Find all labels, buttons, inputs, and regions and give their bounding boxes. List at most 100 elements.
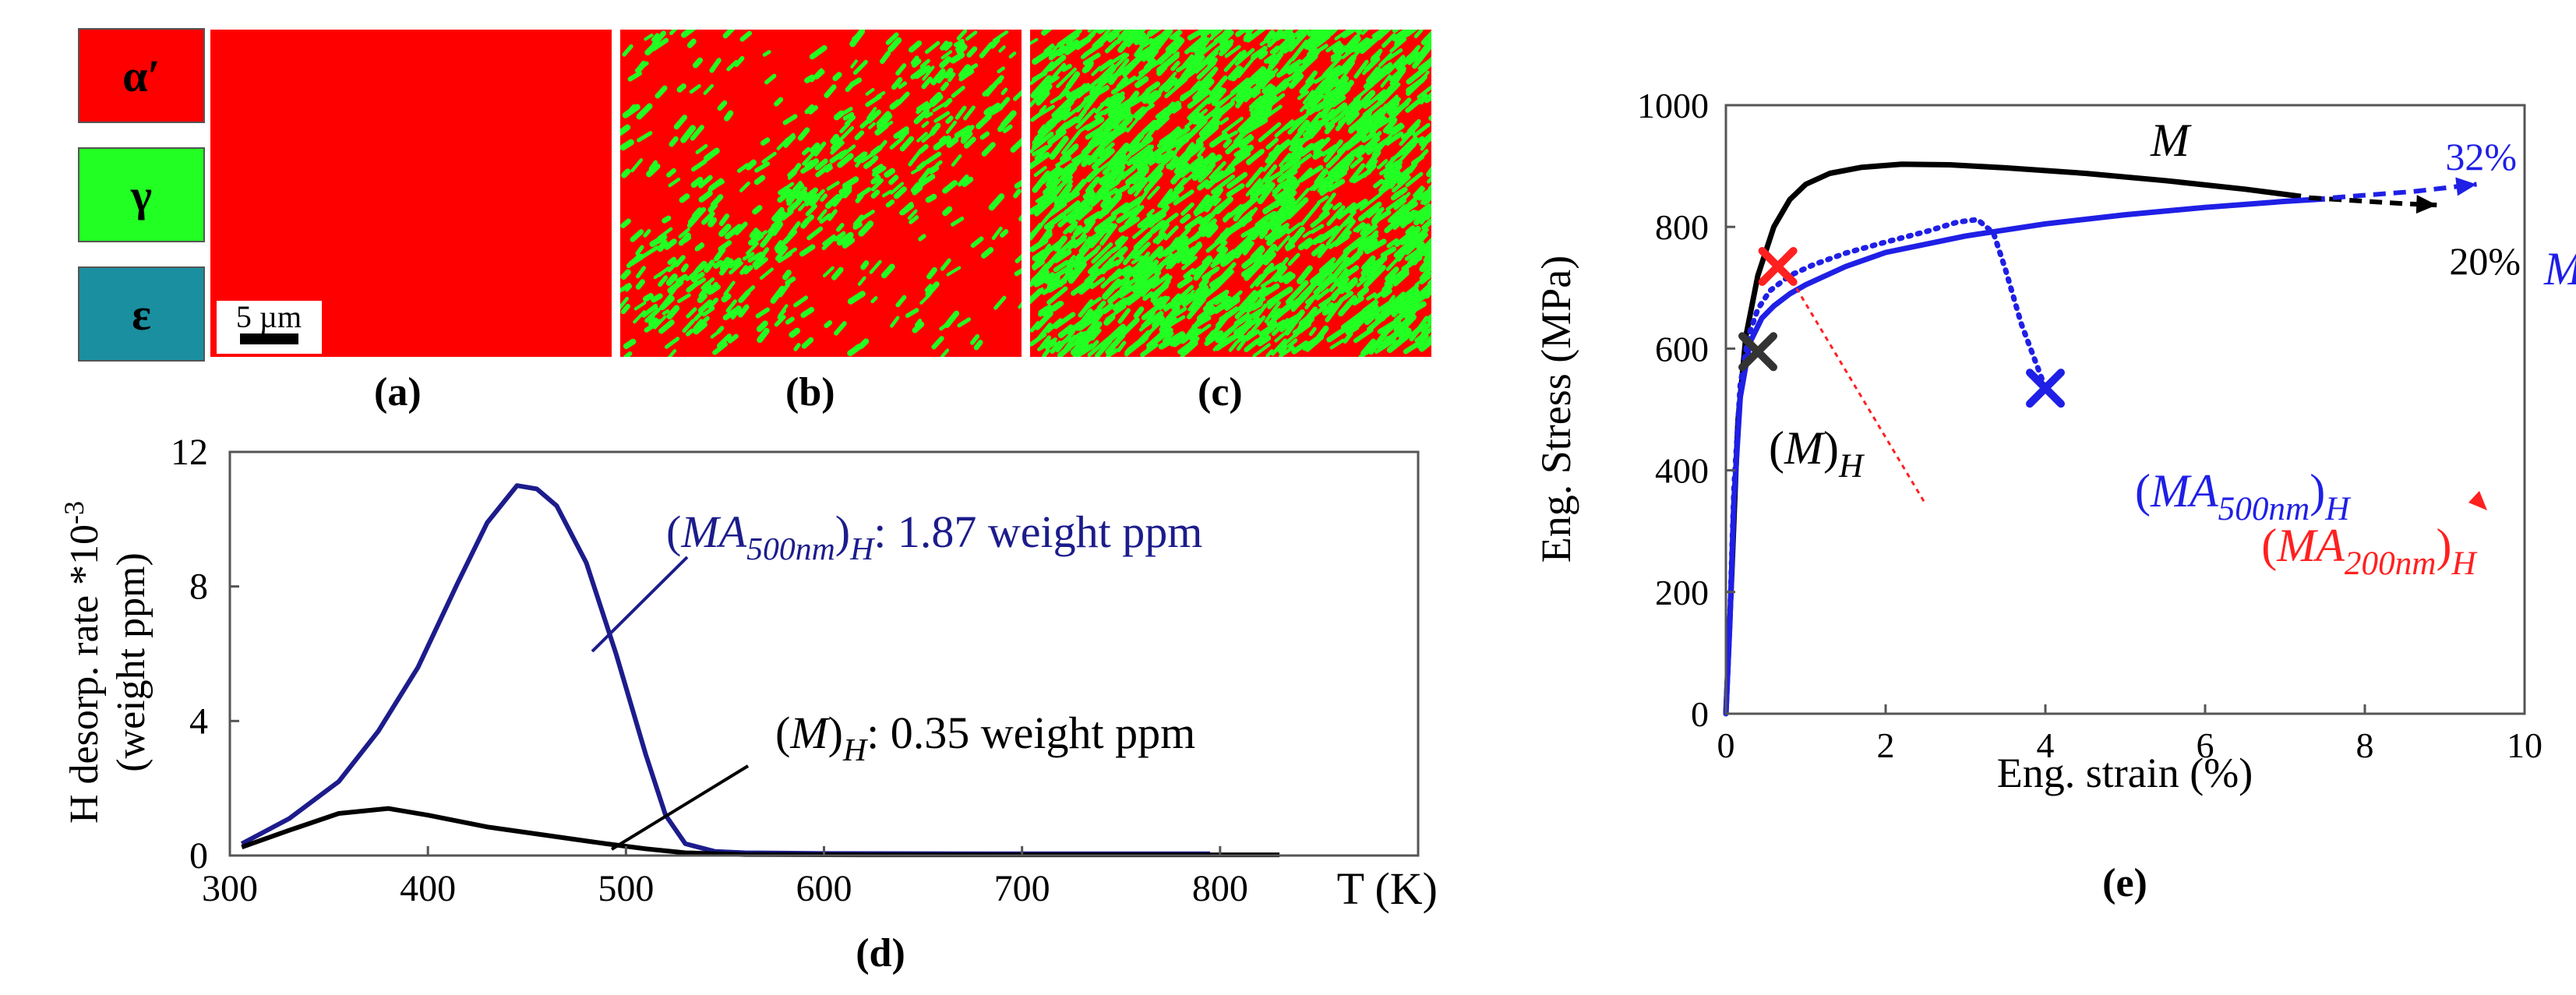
gamma-phase-speck	[1310, 224, 1325, 235]
gamma-phase-speck	[1425, 313, 1431, 323]
gamma-phase-speck	[1211, 30, 1224, 37]
gamma-phase-speck	[1386, 238, 1399, 249]
gamma-phase-speck	[777, 189, 793, 203]
gamma-phase-speck	[870, 178, 884, 192]
gamma-phase-speck	[1224, 44, 1241, 58]
chart-e-xtick: 6	[2197, 725, 2214, 765]
gamma-phase-speck	[1274, 119, 1294, 138]
gamma-phase-speck	[1367, 255, 1388, 279]
gamma-phase-speck	[800, 306, 815, 318]
gamma-phase-speck	[806, 226, 824, 241]
gamma-phase-speck	[1284, 226, 1306, 251]
gamma-phase-speck	[1334, 30, 1353, 41]
gamma-phase-speck	[945, 120, 958, 134]
gamma-phase-speck	[1305, 70, 1318, 85]
gamma-phase-speck	[628, 253, 645, 266]
gamma-phase-speck	[1277, 204, 1296, 224]
gamma-phase-speck	[1325, 113, 1345, 129]
gamma-phase-speck	[1124, 205, 1145, 226]
gamma-phase-speck	[1278, 271, 1293, 284]
gamma-phase-speck	[1233, 312, 1251, 327]
chart-d-ytick: 0	[189, 835, 208, 877]
gamma-phase-speck	[1124, 30, 1134, 38]
gamma-phase-speck	[1389, 69, 1402, 82]
label-c: (c)	[1198, 370, 1243, 415]
gamma-phase-speck	[698, 190, 713, 203]
gamma-phase-speck	[1240, 125, 1255, 139]
gamma-phase-speck	[1413, 30, 1424, 39]
chart-d-ylabel2: (weight ppm)	[109, 552, 154, 772]
gamma-phase-speck	[1290, 295, 1307, 312]
gamma-phase-speck	[1339, 277, 1358, 295]
gamma-phase-speck	[1286, 197, 1309, 220]
gamma-phase-speck	[1302, 230, 1312, 238]
gamma-phase-speck	[1060, 130, 1081, 155]
gamma-phase-speck	[1394, 229, 1415, 248]
gamma-phase-speck	[907, 209, 918, 221]
gamma-phase-speck	[1321, 143, 1339, 157]
gamma-phase-speck	[1350, 146, 1362, 157]
gamma-phase-speck	[1166, 185, 1184, 201]
gamma-phase-speck	[1180, 88, 1195, 100]
gamma-phase-speck	[785, 247, 797, 257]
gamma-phase-speck	[630, 229, 644, 242]
gamma-phase-speck	[1197, 51, 1217, 69]
gamma-phase-speck	[1030, 332, 1047, 347]
gamma-phase-speck	[1098, 142, 1115, 157]
gamma-phase-speck	[1389, 172, 1403, 189]
gamma-phase-speck	[1373, 178, 1384, 189]
gamma-phase-speck	[1047, 55, 1067, 72]
gamma-phase-speck	[659, 295, 675, 310]
gamma-phase-speck	[899, 136, 915, 152]
gamma-phase-speck	[1262, 83, 1274, 94]
gamma-phase-speck	[723, 281, 736, 296]
gamma-phase-speck	[1388, 270, 1408, 286]
gamma-phase-speck	[1336, 139, 1354, 154]
gamma-phase-speck	[1128, 95, 1145, 108]
gamma-phase-speck	[1117, 308, 1131, 324]
legend-label-gamma: γ	[130, 169, 153, 221]
gamma-phase-speck	[738, 290, 751, 304]
gamma-phase-speck	[1209, 270, 1233, 288]
gamma-phase-speck	[1000, 87, 1008, 96]
gamma-phase-speck	[674, 255, 686, 267]
gamma-phase-speck	[1134, 41, 1147, 58]
gamma-phase-speck	[1164, 128, 1183, 150]
gamma-phase-speck	[641, 303, 658, 318]
gamma-phase-speck	[1267, 296, 1281, 309]
gamma-phase-speck	[1251, 90, 1262, 98]
gamma-phase-speck	[1228, 341, 1238, 352]
gamma-phase-speck	[1281, 82, 1290, 91]
gamma-phase-speck	[858, 221, 874, 237]
gamma-phase-speck	[801, 337, 814, 349]
gamma-phase-speck	[778, 185, 790, 196]
gamma-phase-speck	[669, 136, 679, 147]
gamma-phase-speck	[743, 265, 753, 275]
scale-bar-box	[217, 301, 322, 354]
gamma-phase-speck	[1272, 183, 1284, 194]
gamma-phase-speck	[749, 228, 758, 238]
chart-e-break-extension-1	[2332, 182, 2477, 200]
gamma-phase-speck	[979, 131, 990, 140]
gamma-phase-speck	[1192, 78, 1215, 101]
gamma-phase-speck	[1384, 98, 1398, 111]
gamma-phase-speck	[1331, 284, 1346, 298]
gamma-phase-speck	[1325, 154, 1340, 169]
gamma-phase-speck	[1032, 76, 1053, 100]
gamma-phase-speck	[1328, 167, 1339, 178]
gamma-phase-speck	[1406, 203, 1431, 224]
gamma-phase-speck	[1087, 251, 1112, 274]
gamma-phase-speck	[951, 217, 965, 227]
gamma-phase-speck	[1227, 65, 1243, 81]
gamma-phase-speck	[692, 57, 703, 69]
gamma-phase-speck	[980, 247, 994, 259]
gamma-phase-speck	[1235, 195, 1258, 217]
gamma-phase-speck	[1355, 223, 1367, 233]
gamma-phase-speck	[1212, 281, 1222, 292]
gamma-phase-speck	[1236, 78, 1253, 98]
gamma-phase-speck	[1113, 146, 1130, 167]
gamma-phase-speck	[636, 103, 653, 120]
gamma-phase-speck	[739, 181, 750, 192]
gamma-phase-speck	[1067, 255, 1076, 265]
gamma-phase-speck	[1124, 142, 1142, 161]
